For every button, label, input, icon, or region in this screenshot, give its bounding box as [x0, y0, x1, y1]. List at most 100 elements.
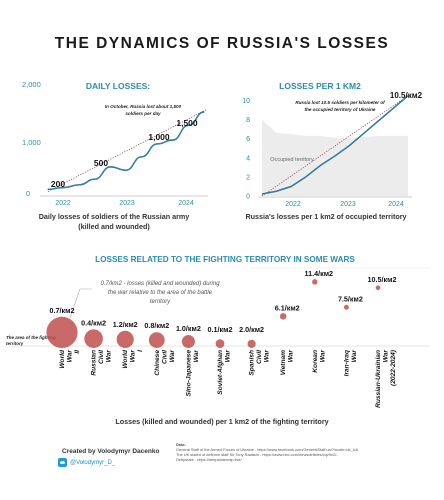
war-value-label: 10.5/км2	[368, 275, 397, 284]
daily-data-point	[47, 188, 49, 190]
daily-data-point	[125, 169, 127, 171]
war-value-label: 2.0/км2	[239, 325, 264, 334]
km-x-tick-2022: 2022	[285, 201, 301, 208]
daily-y-axis-label-mid: 1,000	[22, 138, 41, 147]
war-value-label: 0.7/км2	[50, 306, 75, 315]
war-category-label-word: Russian-Ukrainian	[375, 350, 382, 408]
data-source-3[interactable]: Deepstate - https://deepstatemap.live/	[176, 457, 242, 462]
page-title: THE DYNAMICS OF RUSSIA'S LOSSES	[55, 35, 389, 52]
war-category-label-word: War	[288, 350, 295, 363]
war-category-label-word: World	[59, 349, 66, 369]
daily-chart-title: DAILY LOSSES:	[86, 81, 150, 91]
war-value-label: 7.5/км2	[338, 294, 363, 303]
war-area-dot	[343, 304, 349, 310]
daily-label-1000: 1,000	[148, 132, 170, 142]
war-category-label-word: War	[130, 350, 137, 363]
war-area-dot	[181, 335, 195, 348]
daily-data-point	[94, 178, 96, 180]
war-category-label-word: Civil	[98, 350, 105, 364]
twitter-handle-row[interactable]: @Volodymyr_D_	[58, 458, 115, 467]
wars-comparison-chart: LOSSES RELATED TO THE FIGHTING TERRITORY…	[6, 255, 430, 426]
war-area-dot	[46, 316, 78, 348]
daily-caption-line1: Daily losses of soldiers of the Russian …	[39, 212, 190, 221]
wars-note-line1: 0.7/km2 - losses (killed and wounded) du…	[100, 281, 220, 287]
km-annotation-line2: the occupied territory of Ukraine	[305, 107, 376, 112]
war-value-label: 0.1/км2	[208, 325, 233, 334]
war-category-label-word: Korean	[312, 350, 319, 373]
war-category-label: Soviet-AfghanWar	[217, 350, 232, 395]
daily-data-point	[187, 124, 189, 127]
daily-y-axis-label-min: 0	[26, 189, 30, 198]
daily-annotation-line1: In October, Russia lost about 1,500	[105, 104, 182, 109]
daily-data-point	[156, 143, 158, 145]
wars-side-note-line1: The area of the fighting	[6, 335, 56, 340]
war-category-label-word: Iran-Iraq	[343, 350, 350, 376]
km-occupied-area	[262, 119, 408, 196]
war-area-dot	[312, 279, 318, 285]
daily-label-200: 200	[51, 179, 65, 189]
km-annotation-line1: Russia lost 10.5 soldiers per kilometer …	[295, 100, 385, 105]
km-series-line-overlay	[261, 95, 409, 195]
km-y-tick: 8	[246, 117, 250, 124]
daily-x-tick-2023: 2023	[119, 200, 135, 207]
war-category-label: WorldWarII	[59, 349, 81, 369]
war-category-label: VietnamWar	[280, 350, 295, 376]
war-category-label-word: War	[169, 350, 176, 363]
war-category-label-word: War	[264, 350, 271, 363]
data-source-1[interactable]: General Staff of the Armed Forces of Ukr…	[176, 447, 359, 452]
km-trend-line	[261, 95, 409, 197]
wars-caption: Losses (killed and wounded) per 1 km2 of…	[115, 417, 328, 426]
daily-data-point	[78, 184, 80, 186]
war-category-label-word: Spanish	[249, 350, 256, 376]
daily-annotation-line2: soldiers per day	[125, 111, 161, 116]
war-category-label: Iran-IraqWar	[343, 350, 358, 377]
data-sources: Data: General Staff of the Armed Forces …	[176, 442, 436, 462]
war-category-label-word: War	[67, 350, 74, 363]
daily-data-point	[63, 187, 65, 189]
war-category-label-word: Vietnam	[280, 350, 287, 376]
war-category-label-word: War	[351, 350, 358, 363]
km-y-tick: 6	[246, 136, 250, 143]
km-y-tick: 4	[246, 155, 250, 162]
war-value-label: 1.0/км2	[176, 324, 201, 333]
daily-series-group	[47, 109, 207, 192]
war-value-label: 6.1/км2	[275, 303, 300, 312]
data-sources-label: Data:	[176, 442, 186, 447]
daily-data-point	[109, 166, 111, 168]
war-area-dot	[215, 339, 225, 348]
km-x-tick-2024: 2024	[388, 201, 404, 208]
daily-data-point	[203, 111, 205, 113]
data-source-2[interactable]: The UK stated of defence staff Sir Tony …	[176, 452, 339, 457]
km-y-tick: 2	[246, 174, 250, 181]
twitter-icon	[58, 458, 67, 467]
km-caption: Russia's losses per 1 km2 of occupied te…	[245, 212, 406, 221]
daily-label-1500: 1,500	[176, 118, 198, 128]
author-credit: Created by Volodymyr Dacenko	[62, 448, 160, 455]
km-x-tick-2023: 2023	[340, 201, 356, 208]
war-value-label: 0.4/км2	[81, 318, 106, 327]
km-y-tick: 0	[246, 194, 250, 201]
war-area-dot	[148, 332, 165, 348]
war-value-label: 11.4/км2	[305, 269, 334, 278]
daily-data-point	[172, 139, 174, 141]
km-y-axis: 0 2 4 6 8 10	[242, 98, 250, 200]
war-category-label: ChineseCivilWar	[154, 350, 176, 376]
wars-note-line3: territory	[150, 299, 171, 305]
wars-chart-title: LOSSES RELATED TO THE FIGHTING TERRITORY…	[95, 255, 355, 264]
war-category-label: Russian-UkrainianWar(2022-2024)	[375, 350, 397, 408]
war-category-label-word: War	[106, 350, 113, 363]
wars-note-pointer	[69, 288, 92, 319]
daily-y-axis-label-max: 2,000	[22, 80, 41, 89]
daily-x-tick-2024: 2024	[178, 200, 194, 207]
twitter-handle[interactable]: @Volodymyr_D_	[70, 459, 116, 466]
war-category-label-word: Russian	[91, 350, 98, 376]
war-category-label-word: (2022-2024)	[390, 350, 397, 386]
km-occupied-label: Occupied territory	[270, 157, 314, 163]
war-area-dot	[279, 313, 287, 320]
war-category-label-word: War	[225, 350, 232, 363]
war-category-label: KoreanWar	[312, 350, 327, 373]
daily-data-point	[141, 156, 143, 158]
war-category-label: RussianCivilWar	[91, 350, 113, 376]
